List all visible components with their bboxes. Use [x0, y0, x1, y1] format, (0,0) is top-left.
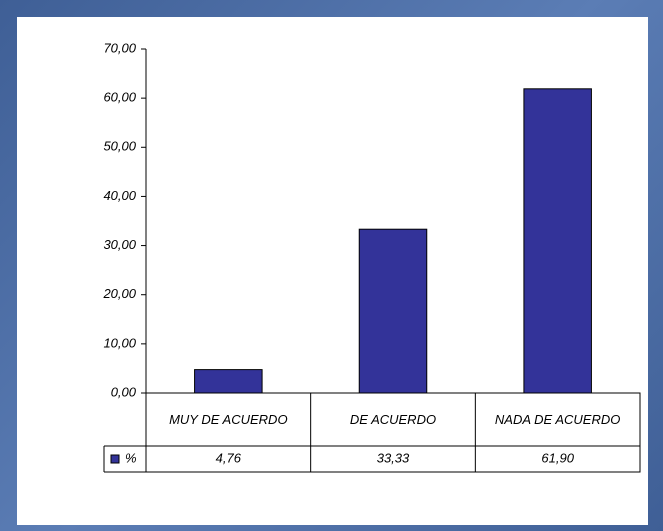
- x-tick-label: MUY DE ACUERDO: [169, 411, 288, 427]
- y-tick-label: 10,00: [103, 335, 136, 350]
- legend-swatch: [110, 454, 120, 464]
- y-tick-label: 50,00: [103, 139, 136, 154]
- y-tick-label: 0,00: [111, 384, 137, 399]
- data-table-value: 33,33: [377, 450, 410, 465]
- x-tick-label: NADA DE ACUERDO: [494, 411, 621, 427]
- y-tick-label: 30,00: [103, 237, 136, 252]
- bar: [523, 88, 592, 394]
- y-tick-label: 70,00: [103, 40, 136, 55]
- data-table-value: 61,90: [541, 450, 574, 465]
- legend-label: %: [125, 450, 137, 465]
- y-tick-label: 60,00: [103, 90, 136, 105]
- bar: [358, 228, 428, 394]
- bar: [194, 369, 263, 394]
- y-tick-label: 40,00: [103, 188, 136, 203]
- data-table-value: 4,76: [216, 450, 242, 465]
- y-tick-label: 20,00: [102, 286, 136, 301]
- x-tick-label: DE ACUERDO: [349, 411, 437, 427]
